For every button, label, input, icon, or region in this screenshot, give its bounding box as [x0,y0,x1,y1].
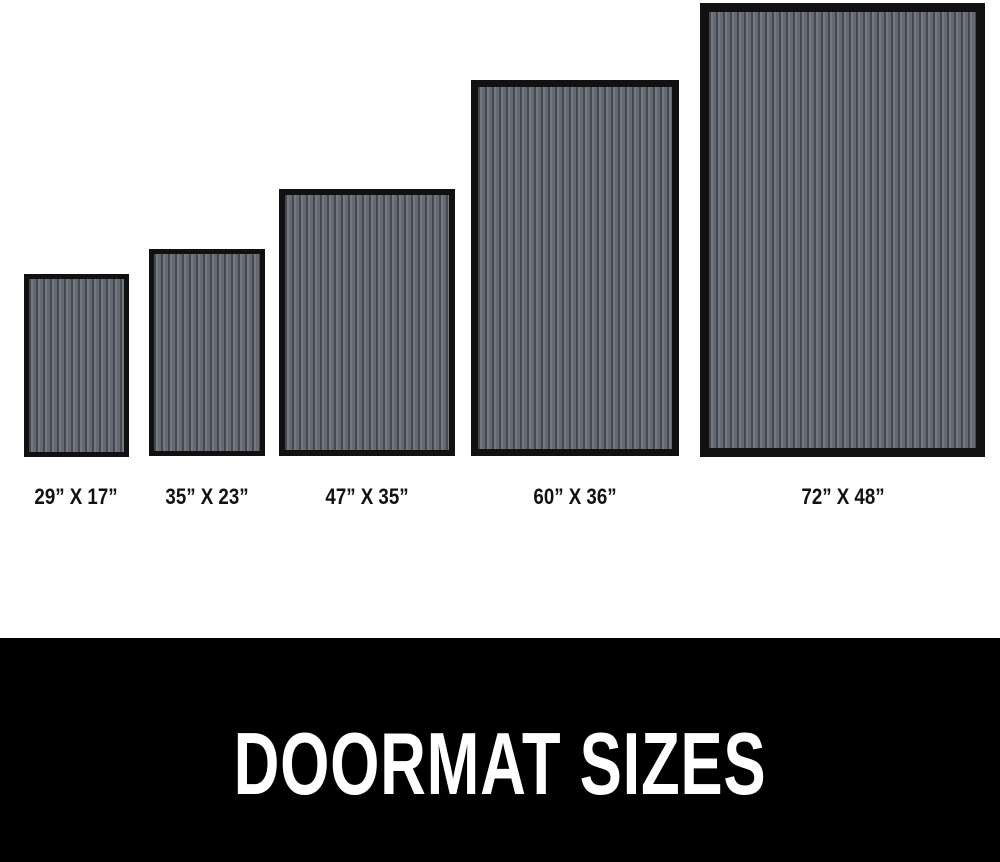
doormat-29x17 [24,274,129,457]
size-label-29x17: 29” X 17” [34,484,118,509]
size-label-72x48: 72” X 48” [801,484,885,509]
size-label-47x35: 47” X 35” [325,484,409,509]
doormat-35x23 [149,249,265,456]
doormat-72x48 [700,3,985,457]
page-title: DOORMAT SIZES [233,714,767,813]
doormat-47x35 [279,189,455,456]
title-banner [0,638,1000,862]
size-label-35x23: 35” X 23” [165,484,249,509]
doormat-60x36 [471,80,679,456]
size-label-60x36: 60” X 36” [533,484,617,509]
